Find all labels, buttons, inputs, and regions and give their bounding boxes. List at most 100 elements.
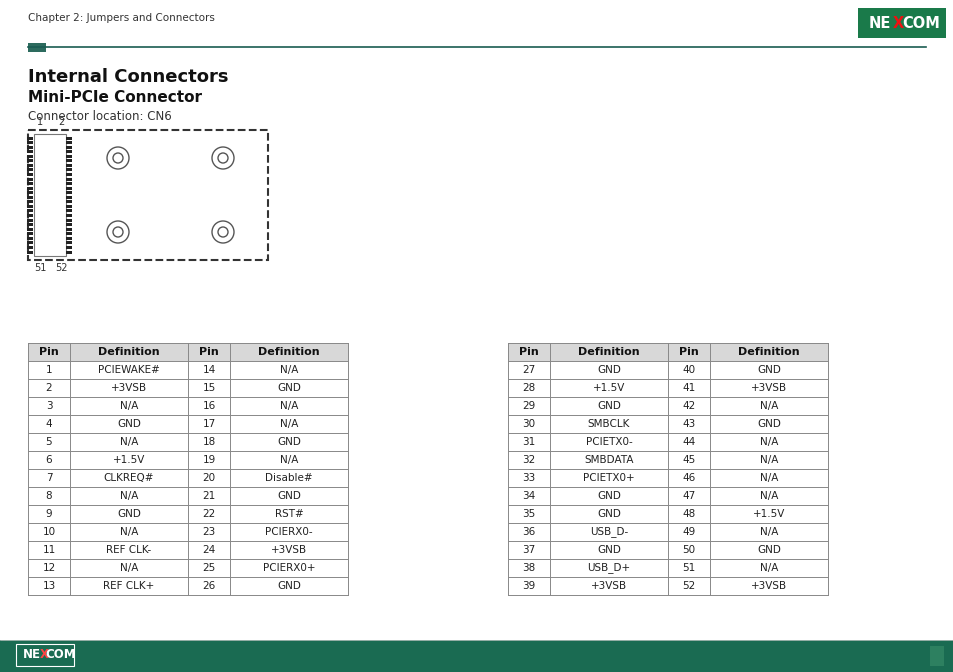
Bar	[27, 182, 33, 185]
Text: GND: GND	[597, 365, 620, 375]
Text: 44: 44	[681, 437, 695, 447]
Text: PCIEWAKE#: PCIEWAKE#	[98, 365, 160, 375]
Text: +3VSB: +3VSB	[590, 581, 626, 591]
Text: 33: 33	[522, 473, 535, 483]
Text: 15: 15	[202, 383, 215, 393]
Text: 6: 6	[46, 455, 52, 465]
Bar	[66, 246, 71, 249]
Bar	[27, 164, 33, 167]
Text: 1: 1	[46, 365, 52, 375]
Text: 39: 39	[522, 581, 535, 591]
Text: 36: 36	[522, 527, 535, 537]
Text: GND: GND	[597, 545, 620, 555]
Text: PCIETX0+: PCIETX0+	[582, 473, 634, 483]
Text: 24: 24	[202, 545, 215, 555]
Text: N/A: N/A	[759, 437, 778, 447]
Bar	[66, 200, 71, 204]
Text: NE: NE	[23, 648, 41, 661]
Bar	[66, 214, 71, 217]
Text: N/A: N/A	[120, 491, 138, 501]
Text: 41: 41	[681, 383, 695, 393]
Text: 4: 4	[46, 419, 52, 429]
Bar	[27, 155, 33, 158]
Bar	[27, 200, 33, 204]
Text: GND: GND	[597, 401, 620, 411]
Text: CLKREQ#: CLKREQ#	[104, 473, 154, 483]
Bar	[66, 251, 71, 253]
Text: 12: 12	[42, 563, 55, 573]
Bar	[27, 237, 33, 240]
Bar	[27, 233, 33, 235]
Bar	[66, 233, 71, 235]
Text: N/A: N/A	[279, 419, 298, 429]
Text: 48: 48	[681, 509, 695, 519]
Bar	[27, 146, 33, 149]
Text: 25: 25	[202, 563, 215, 573]
Text: +3VSB: +3VSB	[111, 383, 147, 393]
Text: 29: 29	[522, 401, 535, 411]
Bar	[28, 343, 348, 361]
Bar	[27, 241, 33, 245]
Text: 18: 18	[202, 437, 215, 447]
Text: 2: 2	[46, 383, 52, 393]
Bar	[27, 169, 33, 171]
Text: 34: 34	[522, 491, 535, 501]
Text: PCIERX0-: PCIERX0-	[265, 527, 313, 537]
Text: GND: GND	[276, 491, 300, 501]
Text: 16: 16	[202, 401, 215, 411]
Text: +1.5V: +1.5V	[112, 455, 145, 465]
Text: Chapter 2: Jumpers and Connectors: Chapter 2: Jumpers and Connectors	[28, 13, 214, 23]
Text: 28: 28	[522, 383, 535, 393]
Text: REF CLK+: REF CLK+	[103, 581, 154, 591]
Bar	[27, 218, 33, 222]
Text: 5: 5	[46, 437, 52, 447]
Bar	[28, 130, 268, 260]
Bar	[27, 196, 33, 199]
Bar	[66, 177, 71, 181]
Text: COM: COM	[46, 648, 76, 661]
Text: N/A: N/A	[279, 365, 298, 375]
Text: N/A: N/A	[759, 455, 778, 465]
Text: +3VSB: +3VSB	[271, 545, 307, 555]
Text: 40: 40	[681, 365, 695, 375]
Text: 51: 51	[33, 263, 46, 273]
Text: 21: 21	[202, 491, 215, 501]
Text: 47: 47	[681, 491, 695, 501]
Text: 35: 35	[522, 509, 535, 519]
Text: N/A: N/A	[120, 401, 138, 411]
Text: N/A: N/A	[279, 455, 298, 465]
Bar	[66, 182, 71, 185]
Bar	[27, 177, 33, 181]
Text: N/A: N/A	[120, 527, 138, 537]
Text: 52: 52	[681, 581, 695, 591]
Text: GND: GND	[757, 545, 781, 555]
Text: SMBCLK: SMBCLK	[587, 419, 630, 429]
Bar	[16, 644, 74, 666]
Bar	[66, 173, 71, 176]
Bar	[27, 150, 33, 153]
Text: Disable#: Disable#	[265, 473, 313, 483]
Bar	[66, 210, 71, 212]
Bar	[66, 136, 71, 140]
Bar	[66, 192, 71, 194]
Text: 20: 20	[202, 473, 215, 483]
Bar	[27, 187, 33, 190]
Bar	[66, 218, 71, 222]
Bar	[27, 214, 33, 217]
Text: N/A: N/A	[279, 401, 298, 411]
Text: Definition: Definition	[258, 347, 319, 357]
Text: 19: 19	[202, 455, 215, 465]
Text: N/A: N/A	[759, 491, 778, 501]
Bar	[0, 640, 953, 672]
Text: RST#: RST#	[274, 509, 303, 519]
Text: 8: 8	[46, 491, 52, 501]
Text: Definition: Definition	[578, 347, 639, 357]
Text: 13: 13	[42, 581, 55, 591]
Text: GND: GND	[757, 419, 781, 429]
Text: GND: GND	[117, 419, 141, 429]
Text: 37: 37	[522, 545, 535, 555]
Text: 7: 7	[46, 473, 52, 483]
Text: 11: 11	[42, 545, 55, 555]
Bar	[66, 241, 71, 245]
Text: N/A: N/A	[120, 437, 138, 447]
